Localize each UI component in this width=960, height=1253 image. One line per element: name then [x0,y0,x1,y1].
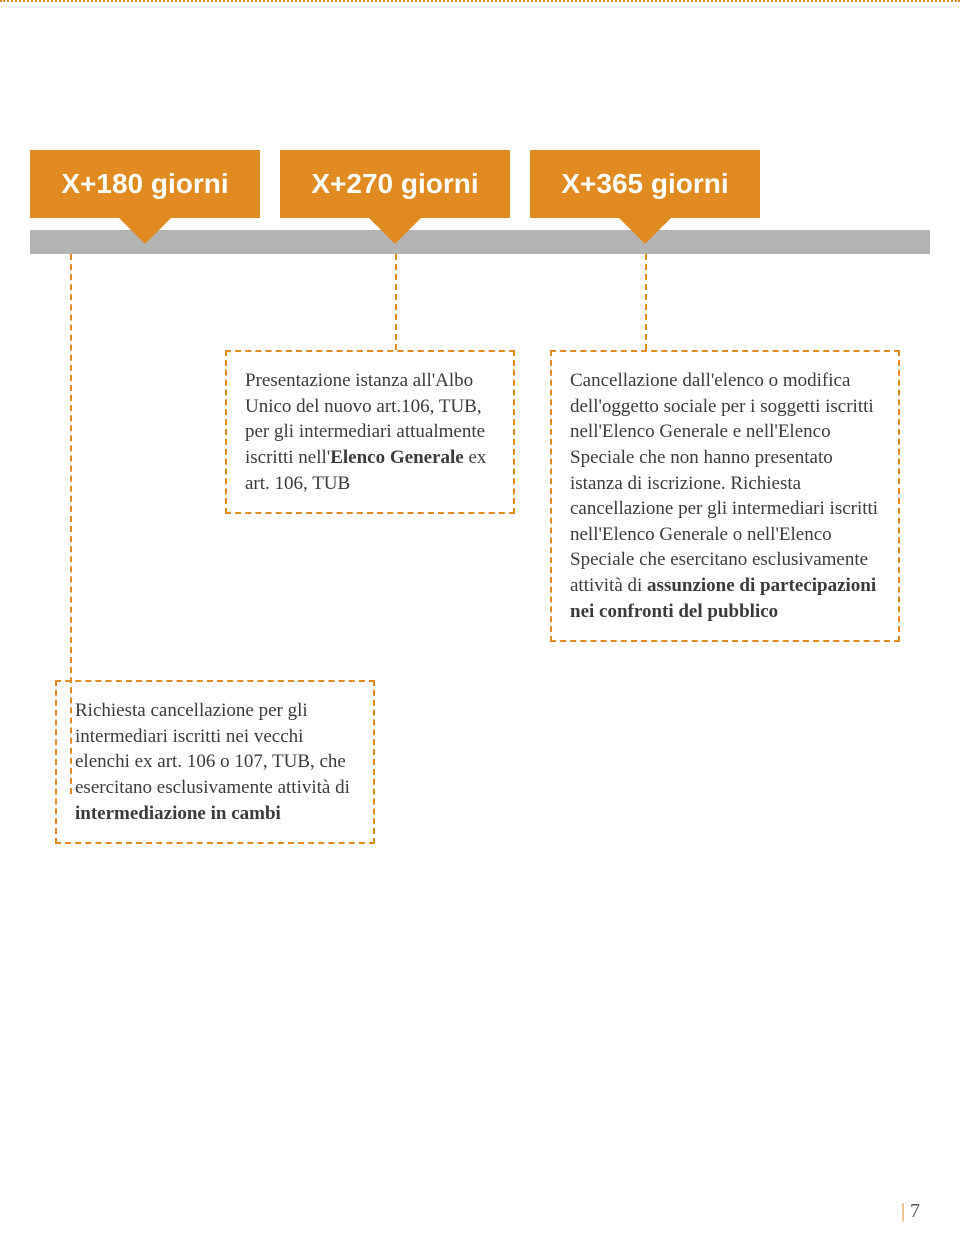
marker-1: X+180 giorni [30,150,260,218]
textbox-richiesta-cambi: Richiesta cancellazione per gli intermed… [55,680,375,844]
timeline: X+180 giorni X+270 giorni X+365 giorni P… [30,150,930,218]
marker-arrow-icon [615,214,675,244]
marker-2-label: X+270 giorni [280,150,510,218]
page-number: | 7 [901,1200,920,1223]
textbox-presentazione: Presentazione istanza all'Albo Unico del… [225,350,515,514]
marker-3: X+365 giorni [530,150,760,218]
connector-line [645,254,647,350]
textbox-cancellazione: Cancellazione dall'elenco o modifica del… [550,350,900,642]
marker-2: X+270 giorni [280,150,510,218]
marker-1-label: X+180 giorni [30,150,260,218]
marker-arrow-icon [365,214,425,244]
marker-arrow-icon [115,214,175,244]
connector-line [395,254,397,350]
dotted-top-rule [0,0,960,2]
marker-3-label: X+365 giorni [530,150,760,218]
timeline-markers: X+180 giorni X+270 giorni X+365 giorni [30,150,930,218]
